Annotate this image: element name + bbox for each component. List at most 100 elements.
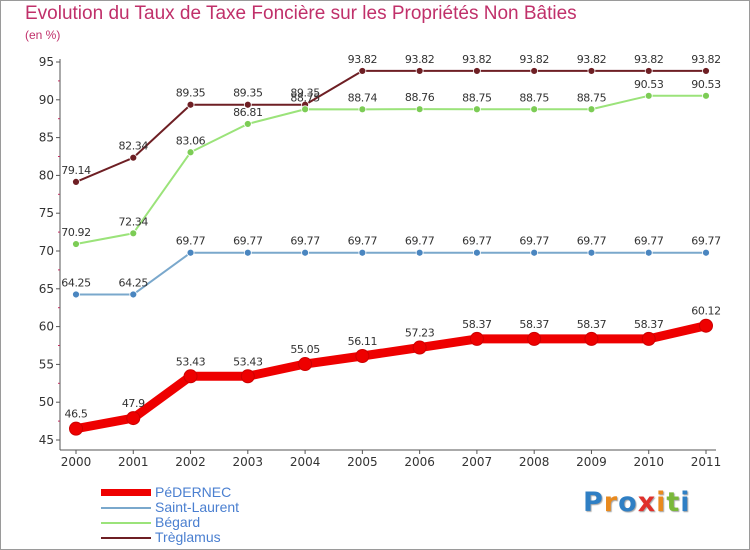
data-point <box>530 67 539 75</box>
data-point <box>358 248 367 257</box>
legend-label: PéDERNEC <box>155 484 232 500</box>
data-label: 64.25 <box>61 276 91 289</box>
data-point <box>358 105 367 114</box>
series-pedernec <box>69 318 713 436</box>
data-point <box>644 248 653 257</box>
series-line <box>75 94 706 246</box>
data-point <box>301 248 309 257</box>
legend-item-begard[interactable]: Bégard <box>101 515 341 530</box>
data-label: 88.75 <box>462 91 492 104</box>
data-label: 93.82 <box>577 53 607 66</box>
data-label: 46.5 <box>65 408 88 421</box>
y-tick-label: 90 <box>39 93 54 107</box>
data-label-layer: 79.14 82.34 89.35 89.35 89.35 93.82 93.82 93.82… <box>61 53 721 421</box>
data-point <box>72 290 80 299</box>
y-tick-label: 60 <box>39 320 54 334</box>
data-point <box>415 67 424 75</box>
legend-swatch <box>101 506 151 509</box>
data-point <box>644 67 653 75</box>
data-point <box>699 318 713 333</box>
data-point <box>587 248 596 257</box>
data-label: 86.81 <box>233 106 263 119</box>
data-point <box>702 67 710 75</box>
data-point <box>243 120 252 128</box>
legend-item-treglamus[interactable]: Trèglamus <box>101 530 341 545</box>
logo-letter: i <box>680 487 691 518</box>
legend-label: Trèglamus <box>155 529 221 545</box>
data-point <box>584 331 599 346</box>
data-label: 69.77 <box>405 235 435 248</box>
data-label: 88.74 <box>348 91 378 104</box>
data-label: 89.35 <box>233 87 263 100</box>
legend-item-saint-laurent[interactable]: Saint-Laurent <box>101 500 341 515</box>
data-label: 69.77 <box>462 235 492 248</box>
data-point <box>415 105 424 114</box>
data-label: 82.34 <box>119 140 149 153</box>
data-label: 93.82 <box>348 53 378 66</box>
data-label: 58.37 <box>462 318 492 331</box>
data-label: 93.82 <box>634 53 664 66</box>
chart-title: Evolution du Taux de Taxe Foncière sur l… <box>25 3 577 24</box>
data-label: 93.82 <box>519 53 549 66</box>
data-label: 88.75 <box>290 91 320 104</box>
x-tick-label: 2007 <box>462 455 493 469</box>
logo-letter: x <box>637 487 657 518</box>
y-tick-label: 65 <box>39 282 54 296</box>
series-line <box>71 321 711 434</box>
logo-letter: P <box>583 487 604 518</box>
series-begard <box>72 91 710 248</box>
data-label: 90.53 <box>691 78 721 91</box>
data-label: 89.35 <box>290 87 320 100</box>
data-point <box>587 67 596 75</box>
data-point <box>415 248 424 257</box>
data-point <box>129 229 138 238</box>
y-tick-label: 45 <box>39 433 54 447</box>
x-tick-label: 2000 <box>61 455 92 469</box>
y-tick-label: 70 <box>39 244 54 258</box>
data-point <box>243 100 252 109</box>
data-label: 69.77 <box>577 235 607 248</box>
data-label: 58.37 <box>577 318 607 331</box>
data-label: 69.77 <box>634 235 664 248</box>
data-point <box>358 67 367 75</box>
data-point <box>186 148 195 157</box>
data-point <box>473 248 481 257</box>
data-point <box>243 248 252 257</box>
data-label: 57.23 <box>405 327 435 340</box>
data-label: 69.77 <box>233 235 263 248</box>
data-label: 53.43 <box>233 355 263 368</box>
series-line <box>75 69 706 183</box>
legend-swatch <box>101 489 151 496</box>
data-point <box>641 331 656 346</box>
x-tick-label: 2003 <box>233 455 264 469</box>
series-saint-laurent <box>72 248 710 299</box>
series-treglamus <box>72 67 710 186</box>
data-label: 93.82 <box>405 53 435 66</box>
series-line <box>76 251 706 296</box>
legend-item-pedernec[interactable]: PéDERNEC <box>101 485 341 500</box>
x-tick-label: 2004 <box>290 455 321 469</box>
data-point <box>69 421 83 436</box>
data-point <box>644 91 653 100</box>
data-label: 69.77 <box>290 235 320 248</box>
data-label: 69.77 <box>519 235 549 248</box>
data-point <box>126 411 141 426</box>
data-point <box>72 240 80 248</box>
data-label: 47.9 <box>122 397 145 410</box>
logo-letter: t <box>666 487 681 518</box>
data-label: 55.05 <box>290 343 320 356</box>
legend-label: Saint-Laurent <box>155 499 240 515</box>
data-label: 69.77 <box>691 235 721 248</box>
y-tick-label: 75 <box>39 206 54 220</box>
data-label: 70.92 <box>61 226 91 239</box>
data-label: 88.75 <box>519 91 549 104</box>
data-label: 53.43 <box>176 355 206 368</box>
legend-swatch <box>101 521 151 524</box>
x-tick-label: 2009 <box>576 455 607 469</box>
data-point <box>301 105 309 114</box>
series-layer <box>69 67 713 436</box>
data-label: 90.53 <box>634 78 664 91</box>
data-point <box>355 349 370 364</box>
